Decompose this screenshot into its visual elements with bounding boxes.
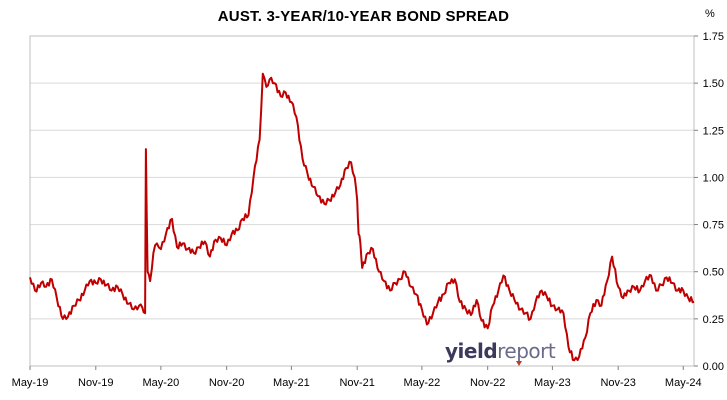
y-tick-label: 0.50: [703, 267, 724, 279]
plot-area-frame: [29, 35, 695, 367]
y-axis-unit-label: %: [705, 8, 715, 20]
y-tick-label: 0.00: [703, 361, 724, 373]
gridlines: [30, 35, 694, 367]
spread-series-line: [29, 72, 695, 362]
y-tick-label: 1.00: [703, 172, 724, 184]
y-tick-label: 1.50: [703, 78, 724, 90]
x-axis-ticks: May-19 Nov-19 May-20 Nov-20 May-21 Nov-21 May-…: [12, 366, 702, 389]
y-tick-label: 1.25: [703, 125, 724, 137]
y-axis-ticks: 0.00 0.25 0.50 0.75 1.00 1.25 1.50 1.75: [694, 31, 724, 373]
x-tick-label: Nov-21: [339, 377, 374, 389]
chart-title: AUST. 3-YEAR/10-YEAR BOND SPREAD: [217, 8, 510, 25]
logo-marker-icon: [516, 361, 522, 366]
x-tick-label: May-24: [665, 377, 702, 389]
y-tick-label: 0.25: [703, 314, 724, 326]
x-tick-label: May-22: [404, 377, 441, 389]
x-tick-label: May-21: [273, 377, 310, 389]
x-tick-label: May-20: [143, 377, 180, 389]
x-tick-label: Nov-20: [209, 377, 244, 389]
yieldreport-logo: yieldreport: [445, 339, 556, 363]
y-tick-label: 0.75: [703, 220, 724, 232]
x-tick-label: Nov-23: [600, 377, 635, 389]
x-tick-label: May-19: [12, 377, 49, 389]
x-tick-label: Nov-22: [470, 377, 505, 389]
x-tick-label: May-23: [534, 377, 571, 389]
y-tick-label: 1.75: [703, 31, 724, 43]
x-tick-label: Nov-19: [78, 377, 113, 389]
